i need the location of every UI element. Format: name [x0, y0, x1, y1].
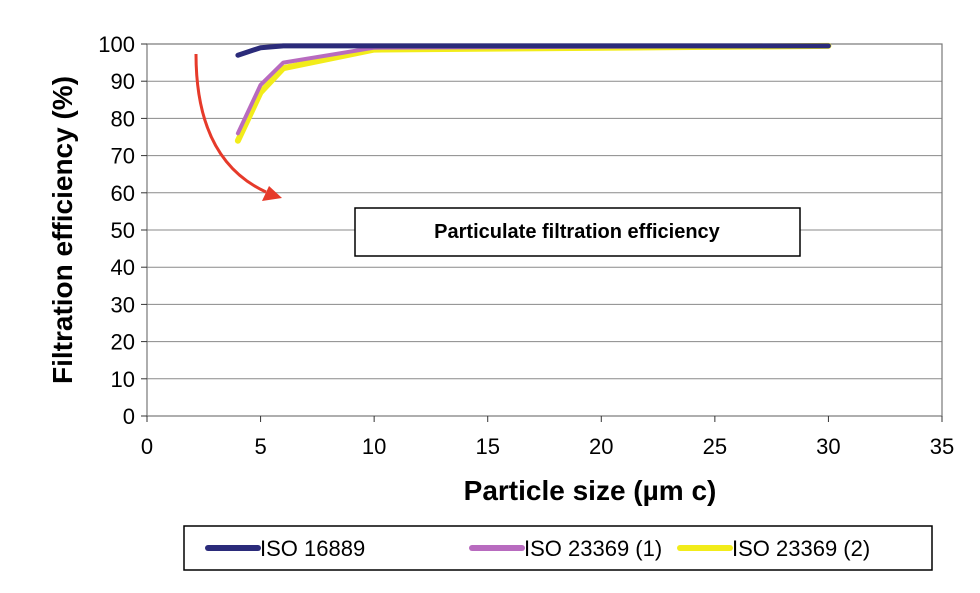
x-tick-label: 30: [816, 434, 840, 459]
x-tick-label: 20: [589, 434, 613, 459]
y-tick-label: 60: [111, 181, 135, 206]
y-tick-label: 70: [111, 144, 135, 169]
legend-label: ISO 23369 (2): [732, 536, 870, 561]
annotation-label: Particulate filtration efficiency: [434, 221, 721, 243]
series-line-1: [235, 43, 831, 58]
series-layer: [234, 42, 832, 144]
annotation-box-frame: [354, 207, 801, 257]
y-tick-label: 90: [111, 69, 135, 94]
legend-frame: [183, 525, 933, 571]
y-axis: 0 10 20 30 40 50 60 70 80 90 100: [98, 32, 147, 429]
x-tick-label: 15: [475, 434, 499, 459]
annotation-box: Particulate filtration efficiency: [354, 207, 801, 257]
y-tick-label: 30: [111, 292, 135, 317]
x-tick-label: 10: [362, 434, 386, 459]
x-axis: 0 5 10 15 20 25 30 35: [141, 416, 954, 459]
annotation-arrow: [194, 53, 282, 201]
legend-label: ISO 23369 (1): [524, 536, 662, 561]
x-tick-label: 25: [703, 434, 727, 459]
y-tick-label: 0: [123, 404, 135, 429]
x-axis-title: Particle size (µm c): [464, 475, 717, 506]
y-tick-label: 50: [111, 218, 135, 243]
y-tick-label: 40: [111, 255, 135, 280]
y-tick-label: 80: [111, 106, 135, 131]
y-tick-label: 20: [111, 330, 135, 355]
x-tick-label: 35: [930, 434, 954, 459]
annotation-arrow-head: [262, 186, 282, 201]
y-tick-label: 10: [111, 367, 135, 392]
series-line-3: [234, 42, 832, 144]
x-tick-label: 0: [141, 434, 153, 459]
legend: ISO 16889 ISO 23369 (1) ISO 23369 (2): [183, 525, 933, 571]
legend-items: ISO 16889 ISO 23369 (1) ISO 23369 (2): [205, 536, 870, 561]
x-tick-label: 5: [254, 434, 266, 459]
y-axis-title: Filtration efficiency (%): [47, 76, 78, 384]
legend-label: ISO 16889: [260, 536, 365, 561]
annotation-arrow-path: [194, 53, 267, 194]
y-tick-label: 100: [98, 32, 135, 57]
